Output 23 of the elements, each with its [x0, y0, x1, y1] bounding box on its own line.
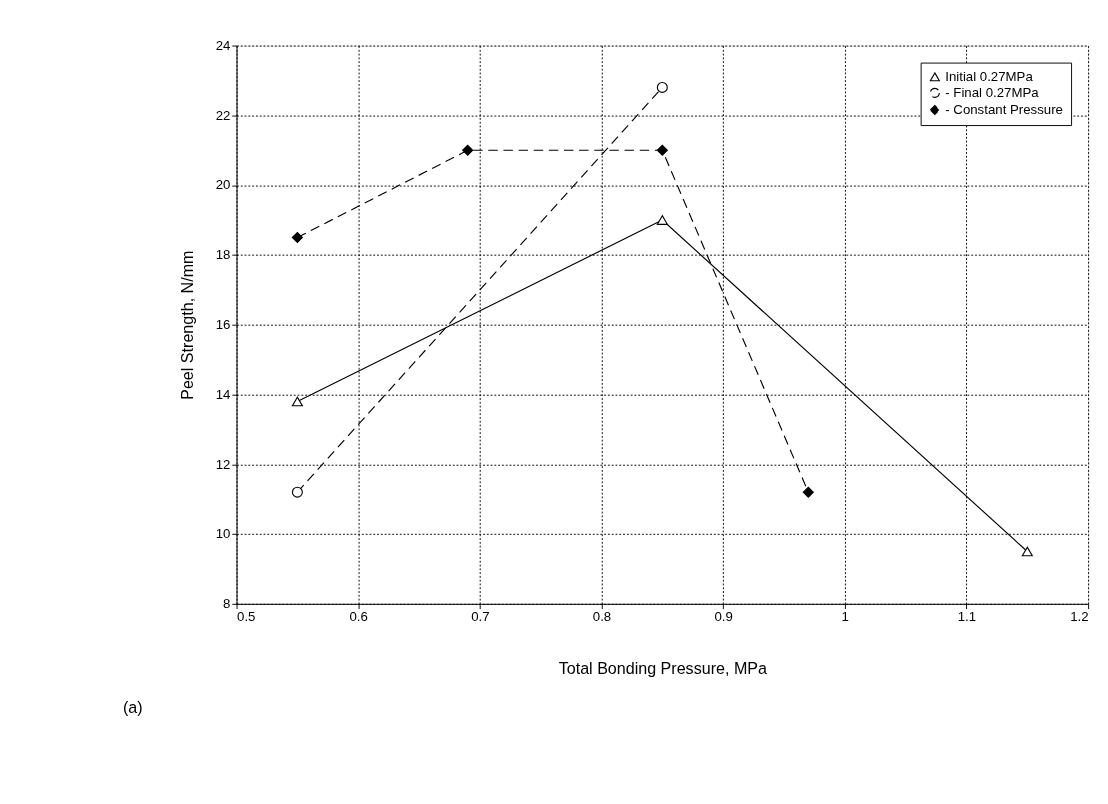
y-tick-label: 20 [215, 177, 231, 193]
x-tick-label: 0.8 [592, 609, 612, 625]
legend-label: Initial 0.27MPa [945, 68, 1034, 84]
y-tick-label: 10 [215, 526, 231, 542]
y-axis-title: Peel Strength, N/mm [177, 250, 196, 400]
legend-label: - Constant Pressure [945, 101, 1063, 117]
y-tick-label: 8 [223, 596, 231, 612]
y-tick-label: 14 [215, 386, 231, 402]
x-tick-label: 0.9 [714, 609, 733, 625]
text: (a) [123, 697, 143, 716]
y-tick-label: 12 [215, 456, 231, 472]
x-tick-label: 1 [841, 609, 849, 625]
y-tick-label: 16 [215, 316, 231, 332]
legend-label: - Final 0.27MPa [945, 84, 1040, 100]
y-tick-label: 18 [215, 247, 231, 263]
x-tick-label: 1.2 [1070, 609, 1089, 625]
x-tick-label: 0.7 [471, 609, 490, 625]
x-tick-label: 0.5 [237, 609, 256, 625]
x-tick-label: 0.6 [349, 609, 368, 625]
y-tick-label: 22 [215, 107, 231, 123]
y-tick-label: 24 [215, 37, 231, 53]
x-axis-title: Total Bonding Pressure, MPa [558, 659, 767, 678]
x-tick-label: 1.1 [957, 609, 977, 625]
